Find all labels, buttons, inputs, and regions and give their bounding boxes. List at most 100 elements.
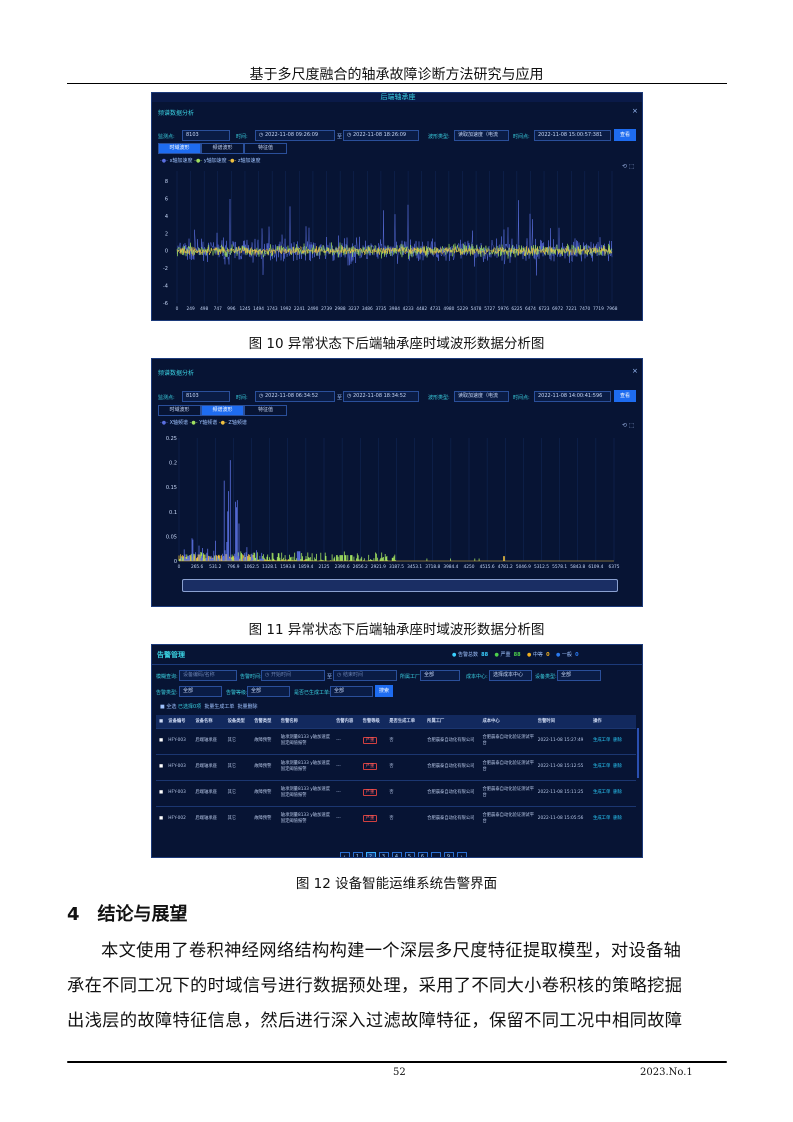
header-checkbox[interactable]: ■ xyxy=(156,715,166,728)
alarm-type-select[interactable]: 全部 xyxy=(179,686,222,697)
cell: 其它 xyxy=(224,779,252,806)
tab-features[interactable]: 特征值 xyxy=(244,143,287,154)
zoom-slider[interactable] xyxy=(182,579,618,592)
row-checkbox[interactable]: ■ xyxy=(156,753,166,780)
page-button[interactable]: 5 xyxy=(404,852,415,857)
create-workorder-link[interactable]: 生成工单 xyxy=(593,816,611,821)
close-icon[interactable]: × xyxy=(632,107,638,115)
time-label: 时间: xyxy=(236,134,248,140)
workorder-select[interactable]: 全部 xyxy=(330,686,373,697)
page-button[interactable]: 9 xyxy=(443,852,454,857)
bulk-delete-button[interactable]: 批量删除 xyxy=(237,704,258,710)
x-tick-label: 265.6 xyxy=(191,564,204,570)
alarm-level-select[interactable]: 全部 xyxy=(247,686,290,697)
create-workorder-link[interactable]: 生成工单 xyxy=(593,763,611,769)
page-button[interactable]: 1 xyxy=(352,852,363,857)
page-button[interactable]: ‹ xyxy=(339,852,350,857)
x-tick-label: 4731 xyxy=(430,306,441,312)
pagination[interactable]: ‹ 1 2 3 4 5 6… 9 › xyxy=(338,843,468,857)
toolbox-icon: ⟲ ⬚ xyxy=(622,422,635,429)
end-time-input[interactable]: ◷ 2022-11-08 18:34:52 xyxy=(343,391,419,402)
alarm-end-input[interactable]: ◷ 结束时间 xyxy=(333,670,397,681)
table-row[interactable]: ■ HFY-003 后端轴承座 其它 故障预警 轴承测量8133 y轴加速度固定阈值报警 -… xyxy=(156,727,636,754)
alarm-start-input[interactable]: ◷ 开始时间 xyxy=(261,670,325,681)
create-workorder-link[interactable]: 生成工单 xyxy=(593,789,611,795)
column-header: 告警类型 xyxy=(251,715,278,728)
select-all-checkbox[interactable]: ■ xyxy=(160,704,167,710)
cell: --- xyxy=(333,753,360,780)
close-icon[interactable]: × xyxy=(632,367,638,375)
tab-features[interactable]: 特征值 xyxy=(244,405,287,416)
series-line-0 xyxy=(176,198,613,276)
x-tick-label: 5976 xyxy=(498,306,509,312)
severity-badge: 严重 xyxy=(362,736,378,744)
cell-actions: 生成工单 删除 xyxy=(590,753,636,780)
timepoint-select[interactable]: 2022-11-08 15:00:57:381 xyxy=(534,130,611,141)
point-select[interactable]: 8103 xyxy=(182,391,230,402)
point-label: 监测点: xyxy=(158,395,175,401)
bulk-actions[interactable]: ■ 全选 已选择0项 批量生成工单 批量删除 xyxy=(160,703,258,710)
page-button[interactable]: 6 xyxy=(417,852,428,857)
x-tick-label: 2921.9 xyxy=(371,564,386,570)
table-row[interactable]: ■ HFY-002 后端轴承座 其它 故障预警 轴承测量8133 y轴加速度固定阈值报警 -… xyxy=(156,805,636,832)
severity-badge: 严重 xyxy=(362,762,378,770)
cell: 合肥晨泰自动化有限公司 xyxy=(424,727,480,754)
fuzzy-search-input[interactable]: 设备编码/名称 xyxy=(179,670,237,681)
y-tick-label: 8 xyxy=(165,179,168,185)
timepoint-select[interactable]: 2022-11-08 14:00:41:596 xyxy=(534,391,611,402)
figure-11-caption: 图 11 异常状态下后端轴承座时域波形数据分析图 xyxy=(248,622,545,638)
point-select[interactable]: 8103 xyxy=(182,130,230,141)
legend[interactable]: -●- X轴频谱 -●- Y轴频谱 -●- Z轴频谱 xyxy=(160,419,247,426)
tab-spectrum[interactable]: 频谱波形 xyxy=(201,405,244,416)
end-time-input[interactable]: ◷ 2022-11-08 18:26:09 xyxy=(343,130,419,141)
x-tick-label: 3718.8 xyxy=(425,564,440,570)
page-button[interactable]: › xyxy=(456,852,467,857)
cell: 后端轴承座 xyxy=(192,805,225,832)
paragraph-line: 本文使用了卷积神经网络结构构建一个深层多尺度特征提取模型，对设备轴 xyxy=(101,941,682,961)
running-header: 基于多尺度融合的轴承故障诊断方法研究与应用 xyxy=(249,67,544,83)
point-label: 监测点: xyxy=(158,134,175,140)
wave-type-select[interactable]: 读取加速度（电流 xyxy=(454,130,509,141)
table-scrollbar[interactable] xyxy=(637,728,639,778)
page-button[interactable]: 2 xyxy=(365,852,376,857)
bulk-workorder-button[interactable]: 批量生成工单 xyxy=(204,704,235,710)
wave-type-select[interactable]: 读取加速度（电流 xyxy=(454,391,509,402)
x-tick-label: 2125 xyxy=(319,564,330,570)
row-checkbox[interactable]: ■ xyxy=(156,779,166,806)
x-tick-label: 7221 xyxy=(566,306,577,312)
start-time-input[interactable]: ◷ 2022-11-08 09:26:09 xyxy=(255,130,335,141)
y-tick-label: 0.25 xyxy=(166,436,177,442)
banner-title: 后端轴承座 xyxy=(152,93,642,102)
create-workorder-link[interactable]: 生成工单 xyxy=(593,737,611,743)
page-button[interactable]: 4 xyxy=(391,852,402,857)
x-tick-label: 5478 xyxy=(471,306,482,312)
device-type-select[interactable]: 全部 xyxy=(557,670,601,681)
cost-center-select[interactable]: 选择成本中心 xyxy=(489,670,532,681)
delete-link[interactable]: 删除 xyxy=(613,763,622,769)
legend[interactable]: -●- x轴加速度 -●- y轴加速度 -●- z轴加速度 xyxy=(160,157,260,164)
start-time-input[interactable]: ◷ 2022-11-08 06:34:52 xyxy=(255,391,335,402)
delete-link[interactable]: 删除 xyxy=(613,789,622,795)
page-button[interactable]: … xyxy=(430,852,441,857)
legend-y: y轴加速度 xyxy=(203,158,227,164)
tab-time-waveform[interactable]: 时域波形 xyxy=(158,143,201,154)
x-tick-label: 3237 xyxy=(348,306,359,312)
query-button[interactable]: 查看 xyxy=(614,129,636,141)
delete-link[interactable]: 删除 xyxy=(613,816,622,821)
tab-time-waveform[interactable]: 时域波形 xyxy=(158,405,201,416)
x-tick-label: 6723 xyxy=(539,306,550,312)
table-row[interactable]: ■ HFY-003 后端轴承座 其它 故障预警 轴承测量8133 y轴加速度固定阈值报警 -… xyxy=(156,753,636,780)
page-button[interactable]: 3 xyxy=(378,852,389,857)
factory-select[interactable]: 全部 xyxy=(420,670,460,681)
query-button[interactable]: 查看 xyxy=(614,390,636,402)
x-tick-label: 1062.5 xyxy=(244,564,259,570)
delete-link[interactable]: 删除 xyxy=(613,737,622,743)
table-row[interactable]: ■ HFY-003 后端轴承座 其它 故障预警 轴承测量8133 y轴加速度固定阈值报警 -… xyxy=(156,779,636,806)
row-checkbox[interactable]: ■ xyxy=(156,805,166,832)
row-checkbox[interactable]: ■ xyxy=(156,727,166,754)
tab-spectrum[interactable]: 频谱波形 xyxy=(201,143,244,154)
search-button[interactable]: 搜索 xyxy=(375,685,393,697)
x-tick-label: 6225 xyxy=(511,306,522,312)
severity-badge: 严重 xyxy=(362,788,378,796)
column-header: 设备名称 xyxy=(192,715,225,728)
